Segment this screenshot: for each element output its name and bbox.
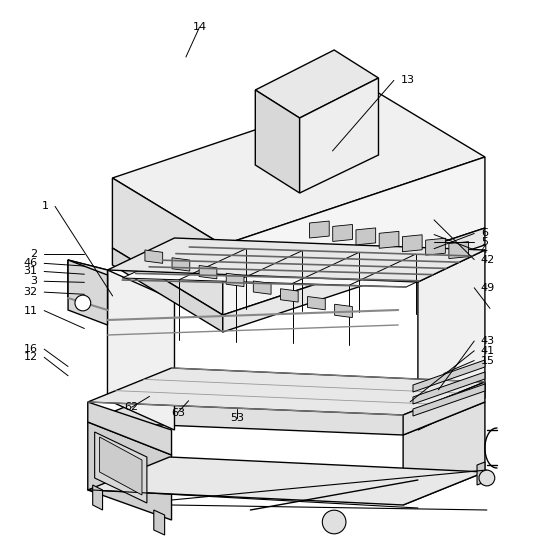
- Polygon shape: [199, 266, 217, 279]
- Polygon shape: [68, 260, 107, 310]
- Text: 1: 1: [41, 201, 48, 211]
- Polygon shape: [93, 485, 102, 510]
- Polygon shape: [107, 238, 485, 282]
- Text: 43: 43: [481, 336, 495, 346]
- Polygon shape: [413, 384, 485, 416]
- Polygon shape: [88, 368, 485, 415]
- Polygon shape: [107, 270, 175, 430]
- Polygon shape: [253, 281, 271, 294]
- Polygon shape: [88, 422, 171, 520]
- Polygon shape: [95, 432, 147, 503]
- Text: 14: 14: [192, 22, 207, 32]
- Polygon shape: [154, 510, 165, 535]
- Text: 32: 32: [24, 287, 37, 297]
- Text: 6: 6: [481, 229, 488, 238]
- Polygon shape: [413, 372, 485, 404]
- Text: 11: 11: [24, 306, 37, 315]
- Text: 63: 63: [171, 408, 185, 418]
- Text: 41: 41: [481, 346, 495, 356]
- Polygon shape: [280, 289, 298, 302]
- Polygon shape: [334, 304, 353, 318]
- Text: 42: 42: [481, 255, 495, 264]
- Text: 2: 2: [30, 249, 37, 259]
- Polygon shape: [413, 360, 485, 392]
- Circle shape: [75, 295, 91, 311]
- Polygon shape: [112, 90, 485, 245]
- Polygon shape: [307, 296, 325, 310]
- Polygon shape: [300, 78, 379, 193]
- Polygon shape: [122, 247, 472, 287]
- Text: 5: 5: [481, 237, 488, 247]
- Polygon shape: [477, 462, 485, 485]
- Polygon shape: [100, 437, 142, 495]
- Polygon shape: [68, 260, 107, 310]
- Text: 4: 4: [481, 245, 488, 255]
- Text: 49: 49: [481, 283, 495, 293]
- Circle shape: [479, 470, 495, 486]
- Polygon shape: [112, 178, 223, 315]
- Polygon shape: [402, 235, 422, 252]
- Polygon shape: [356, 228, 376, 245]
- Text: 31: 31: [24, 267, 37, 276]
- Text: 46: 46: [24, 258, 37, 268]
- Polygon shape: [425, 238, 445, 255]
- Polygon shape: [379, 231, 399, 248]
- Polygon shape: [418, 250, 485, 430]
- Text: 13: 13: [401, 75, 414, 85]
- Polygon shape: [310, 221, 329, 238]
- Text: 3: 3: [31, 276, 37, 286]
- Text: 53: 53: [230, 413, 245, 423]
- Polygon shape: [68, 260, 107, 325]
- Polygon shape: [403, 382, 485, 435]
- Polygon shape: [449, 242, 468, 258]
- Polygon shape: [403, 402, 485, 505]
- Polygon shape: [112, 248, 223, 332]
- Polygon shape: [223, 228, 485, 332]
- Text: 12: 12: [24, 352, 37, 362]
- Polygon shape: [255, 50, 379, 118]
- Polygon shape: [145, 250, 163, 263]
- Polygon shape: [88, 457, 485, 505]
- Polygon shape: [223, 157, 485, 315]
- Text: 16: 16: [24, 344, 37, 354]
- Text: 15: 15: [481, 356, 495, 365]
- Polygon shape: [333, 224, 353, 242]
- Circle shape: [322, 510, 346, 534]
- Text: 62: 62: [125, 402, 139, 412]
- Polygon shape: [172, 258, 190, 271]
- Polygon shape: [88, 388, 485, 435]
- Polygon shape: [226, 273, 244, 287]
- Polygon shape: [88, 402, 171, 455]
- Polygon shape: [255, 90, 300, 193]
